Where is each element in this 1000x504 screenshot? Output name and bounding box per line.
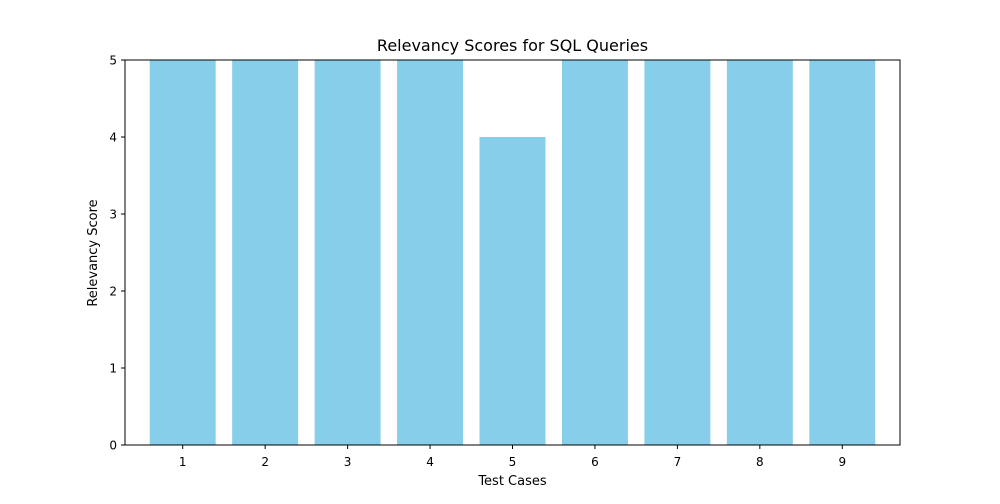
x-tick-label: 8	[756, 455, 764, 469]
bar-2	[232, 60, 299, 445]
y-tick-label: 0	[109, 439, 117, 453]
y-tick-label: 1	[109, 362, 117, 376]
x-tick-label: 7	[674, 455, 682, 469]
x-axis-label: Test Cases	[477, 474, 547, 489]
bars-layer	[149, 60, 876, 445]
bar-6	[561, 60, 628, 445]
bar-3	[314, 60, 381, 445]
x-tick-label: 4	[426, 455, 434, 469]
chart-title: Relevancy Scores for SQL Queries	[377, 36, 648, 55]
bar-8	[726, 60, 793, 445]
x-tick-label: 1	[179, 455, 187, 469]
y-axis-label: Relevancy Score	[86, 199, 101, 306]
ticks-layer: 1 2 3 4 5 6 7 8 9 0 1 2 3 4 5	[109, 54, 846, 470]
bar-7	[644, 60, 711, 445]
plot-frame	[124, 59, 901, 446]
y-tick-label: 4	[109, 131, 117, 145]
bar-1	[149, 60, 216, 445]
x-tick-label: 9	[838, 455, 846, 469]
x-tick-label: 3	[344, 455, 352, 469]
y-tick-label: 5	[109, 54, 117, 68]
y-tick-label: 2	[109, 285, 117, 299]
bar-4	[397, 60, 464, 445]
bar-5	[479, 137, 546, 445]
bar-9	[809, 60, 876, 445]
x-tick-label: 6	[591, 455, 599, 469]
x-tick-label: 5	[509, 455, 517, 469]
x-tick-label: 2	[261, 455, 269, 469]
y-tick-label: 3	[109, 208, 117, 222]
